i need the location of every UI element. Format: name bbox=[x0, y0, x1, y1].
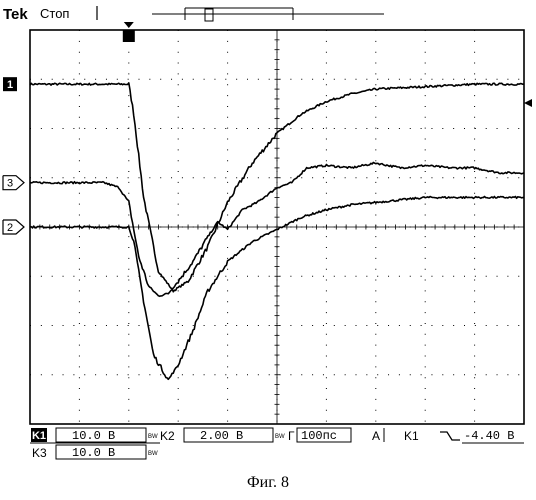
k2-label: K2 bbox=[160, 429, 175, 443]
ch3-ground-marker: 3 bbox=[3, 176, 24, 190]
k2-bw-mark: BW bbox=[275, 434, 285, 440]
ch3-marker-label: 3 bbox=[7, 178, 13, 190]
k3-scale: 10.0 В bbox=[72, 446, 115, 460]
k1-label: K1 bbox=[32, 430, 46, 442]
ch1-marker-label: 1 bbox=[7, 79, 13, 91]
k2-scale: 2.00 В bbox=[200, 429, 243, 443]
trigger-mode: A bbox=[372, 429, 380, 443]
ch2-ground-marker: 2 bbox=[3, 220, 24, 234]
ch1-ground-marker: 1 bbox=[3, 77, 17, 91]
acquisition-state: Стоп bbox=[40, 6, 69, 21]
k1-bw-mark: BW bbox=[148, 434, 158, 440]
timebase-value: 100пс bbox=[301, 429, 337, 443]
figure-caption: Фиг. 8 bbox=[0, 474, 536, 492]
ch2-marker-label: 2 bbox=[7, 222, 13, 234]
trigger-source: K1 bbox=[404, 429, 419, 443]
brand-label: Tek bbox=[3, 6, 28, 23]
timebase-label: Г bbox=[288, 429, 295, 443]
k3-label: K3 bbox=[32, 446, 47, 460]
trigger-level-arrow bbox=[524, 99, 532, 107]
trigger-position-marker: T bbox=[123, 22, 135, 43]
trigger-level: -4.40 В bbox=[464, 429, 514, 443]
trigger-marker-label: T bbox=[126, 32, 132, 43]
record-position-marker bbox=[205, 9, 213, 21]
k1-scale: 10.0 В bbox=[72, 429, 115, 443]
falling-edge-icon bbox=[440, 432, 460, 440]
k3-bw-mark: BW bbox=[148, 451, 158, 457]
